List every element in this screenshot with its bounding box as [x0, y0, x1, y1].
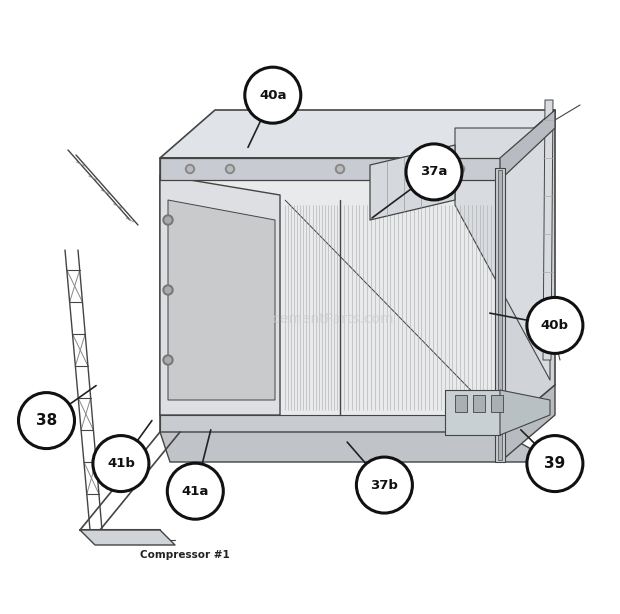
Polygon shape [543, 100, 553, 360]
Circle shape [165, 357, 171, 363]
Text: 40b: 40b [541, 319, 569, 332]
Polygon shape [160, 432, 555, 462]
Circle shape [165, 287, 171, 293]
Polygon shape [500, 385, 555, 462]
Text: 41b: 41b [107, 457, 135, 470]
Circle shape [163, 355, 173, 365]
Polygon shape [500, 110, 555, 432]
Circle shape [337, 166, 342, 171]
Polygon shape [491, 395, 503, 412]
Text: 37b: 37b [371, 478, 398, 492]
Circle shape [93, 435, 149, 492]
Polygon shape [168, 200, 275, 400]
Text: 38: 38 [36, 413, 57, 428]
Text: 40a: 40a [259, 88, 286, 102]
Circle shape [185, 165, 195, 174]
Polygon shape [473, 395, 485, 412]
Circle shape [163, 215, 173, 225]
Polygon shape [160, 158, 500, 180]
Polygon shape [160, 158, 500, 432]
Circle shape [167, 463, 223, 519]
Circle shape [245, 67, 301, 123]
Polygon shape [160, 175, 280, 415]
Circle shape [406, 144, 462, 200]
Circle shape [356, 457, 412, 513]
Circle shape [415, 165, 425, 174]
Text: 37a: 37a [420, 165, 448, 179]
Circle shape [527, 297, 583, 354]
Polygon shape [498, 170, 502, 460]
Circle shape [187, 166, 192, 171]
Circle shape [228, 166, 232, 171]
Circle shape [527, 435, 583, 492]
Polygon shape [495, 168, 505, 462]
Text: 41a: 41a [182, 484, 209, 498]
Polygon shape [160, 415, 500, 432]
Text: eReplacementParts.com: eReplacementParts.com [226, 313, 394, 326]
Circle shape [19, 392, 74, 449]
Circle shape [458, 166, 463, 171]
Circle shape [335, 165, 345, 174]
Polygon shape [455, 395, 467, 412]
Circle shape [417, 166, 422, 171]
Polygon shape [445, 390, 500, 435]
Text: Compressor #1: Compressor #1 [140, 550, 230, 560]
Circle shape [226, 165, 234, 174]
Polygon shape [455, 128, 550, 380]
Polygon shape [160, 110, 555, 158]
Polygon shape [285, 200, 495, 415]
Polygon shape [370, 145, 455, 220]
Polygon shape [80, 530, 175, 545]
Circle shape [165, 217, 171, 223]
Polygon shape [500, 390, 550, 435]
Text: 39: 39 [544, 456, 565, 471]
Polygon shape [500, 110, 555, 180]
Circle shape [456, 165, 464, 174]
Circle shape [163, 285, 173, 295]
